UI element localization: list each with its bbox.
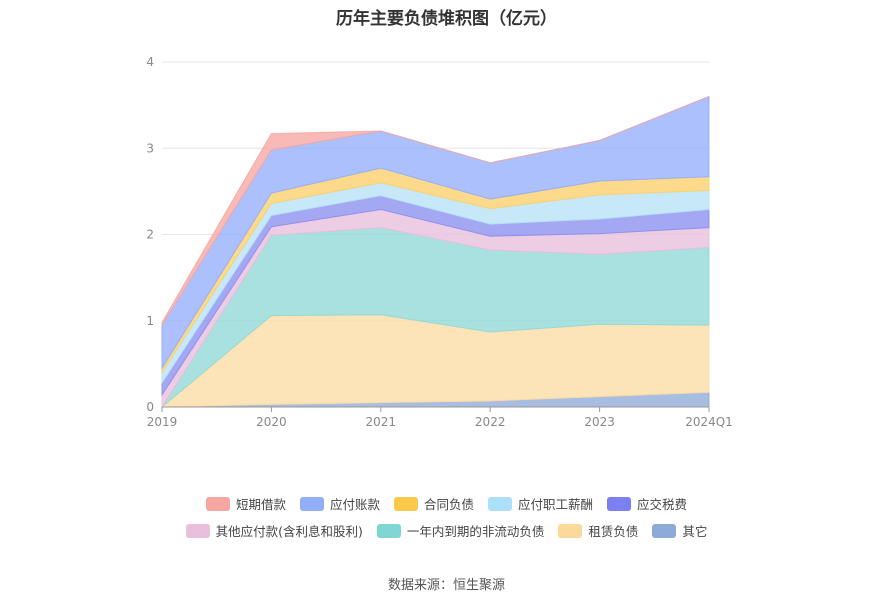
legend-swatch [393,496,418,511]
legend-label: 其他应付款(含利息和股利) [215,524,363,539]
legend-item[interactable]: 短期借款 [205,494,286,513]
legend-item[interactable]: 应交税费 [607,494,687,513]
y-tick-label: 4 [146,55,154,69]
x-tick-label: 2019 [147,415,178,429]
legend-swatch [185,523,210,538]
x-tick-label: 2021 [366,415,397,429]
legend-label: 租赁负债 [588,524,639,539]
x-tick-label: 2024Q1 [685,415,733,429]
legend-item[interactable]: 应付账款 [299,494,380,513]
chart-title: 历年主要负债堆积图（亿元） [336,9,557,29]
y-tick-label: 2 [146,228,154,242]
legend-item[interactable]: 租赁负债 [558,521,638,540]
x-tick-label: 2023 [584,415,615,429]
legend-swatch [488,496,512,511]
legend-row-1: 短期借款 应付账款 合同负债 应付职工薪酬 应交税费 [0,494,893,513]
legend-label: 应交税费 [637,497,688,512]
area-series [160,95,710,409]
legend-item[interactable]: 其他应付款(含利息和股利) [185,521,363,540]
legend-label: 其它 [682,524,708,539]
axes: 0 1 2 3 4 2019 2020 2021 2022 2023 2024Q1 [146,55,732,429]
legend-swatch [376,523,401,538]
legend-item[interactable]: 其它 [652,521,707,540]
x-tick-label: 2020 [256,415,287,429]
legend-row-2: 其他应付款(含利息和股利) 一年内到期的非流动负债 租赁负债 其它 [0,521,893,540]
legend-swatch [558,523,583,538]
legend: 短期借款 应付账款 合同负债 应付职工薪酬 应交税费 其他应付款(含利息和股利) 一年内到… [0,494,893,548]
legend-swatch [652,523,677,538]
legend-swatch [607,496,632,511]
legend-label: 短期借款 [235,497,286,512]
area-series-短期借款 [161,96,710,327]
legend-swatch [299,496,324,511]
y-tick-label: 3 [146,141,154,155]
legend-item[interactable]: 应付职工薪酬 [488,494,593,513]
legend-label: 应付账款 [329,497,380,512]
legend-label: 一年内到期的非流动负债 [406,524,545,539]
y-tick-label: 1 [146,314,154,328]
legend-label: 合同负债 [423,497,474,512]
legend-swatch [205,496,230,511]
legend-label: 应付职工薪酬 [518,497,594,512]
x-tick-label: 2022 [475,415,506,429]
y-tick-label: 0 [146,400,154,414]
data-source: 数据来源：恒生聚源 [387,578,505,593]
legend-item[interactable]: 一年内到期的非流动负债 [376,521,545,540]
legend-item[interactable]: 合同负债 [393,494,474,513]
